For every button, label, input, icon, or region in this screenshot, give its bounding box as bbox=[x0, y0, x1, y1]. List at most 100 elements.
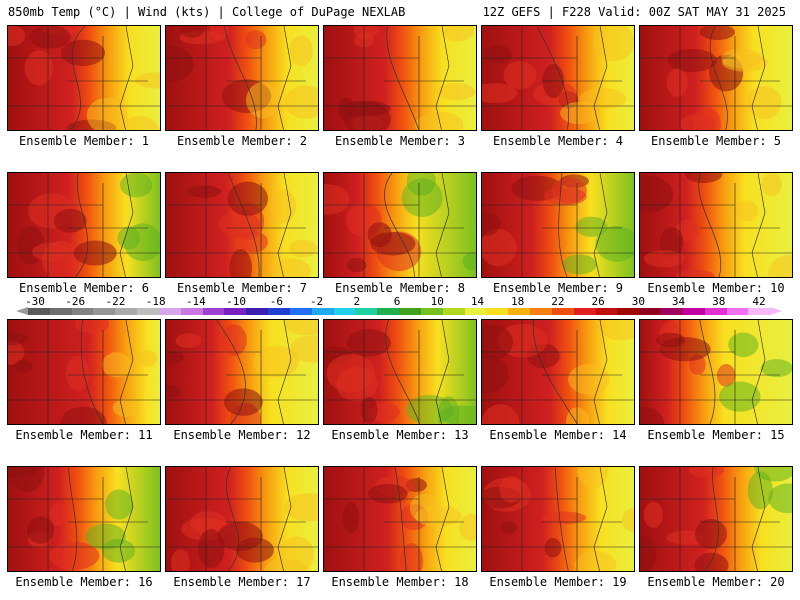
ensemble-member-label: Ensemble Member: 7 bbox=[176, 281, 308, 295]
colorbar-tick-label: -22 bbox=[105, 295, 126, 308]
colorbar-swatch bbox=[486, 308, 509, 315]
temperature-colorbar: -30 -26 -22 -18 -14 -10 -6 -2 2 6 10 14 18 22 26 30 34 38… bbox=[0, 296, 800, 320]
colorbar-tick-label: -6 bbox=[269, 295, 283, 308]
ensemble-member-label: Ensemble Member: 15 bbox=[647, 428, 785, 442]
ensemble-panel-4 bbox=[481, 25, 635, 131]
temperature-field-map bbox=[8, 467, 160, 571]
colorbar-swatch bbox=[551, 308, 574, 315]
ensemble-member-label: Ensemble Member: 6 bbox=[18, 281, 150, 295]
ensemble-panel-18 bbox=[323, 466, 477, 572]
ensemble-member-label: Ensemble Member: 16 bbox=[15, 575, 153, 589]
ensemble-member-label: Ensemble Member: 12 bbox=[173, 428, 311, 442]
ensemble-panel-1 bbox=[7, 25, 161, 131]
ensemble-panel-6 bbox=[7, 172, 161, 278]
colorbar-swatch bbox=[442, 308, 465, 315]
temperature-field-map bbox=[166, 173, 318, 277]
temperature-field-map bbox=[8, 173, 160, 277]
colorbar-tick-label: 14 bbox=[470, 295, 485, 308]
colorbar-swatch bbox=[420, 308, 443, 315]
ensemble-member-label: Ensemble Member: 19 bbox=[489, 575, 627, 589]
colorbar-swatch bbox=[726, 308, 749, 315]
colorbar-swatch bbox=[289, 308, 312, 315]
ensemble-panel-5 bbox=[639, 25, 793, 131]
colorbar-swatch bbox=[464, 308, 487, 315]
temperature-field-map bbox=[640, 320, 792, 424]
temperature-field-map bbox=[324, 467, 476, 571]
colorbar-swatch bbox=[682, 308, 705, 315]
temperature-field-map bbox=[482, 26, 634, 130]
ensemble-panel-9 bbox=[481, 172, 635, 278]
ensemble-member-label: Ensemble Member: 3 bbox=[334, 134, 466, 148]
ensemble-panel-7 bbox=[165, 172, 319, 278]
ensemble-panel-20 bbox=[639, 466, 793, 572]
colorbar-swatch bbox=[573, 308, 596, 315]
colorbar-swatch bbox=[158, 308, 181, 315]
temperature-field-map bbox=[640, 26, 792, 130]
temperature-field-map bbox=[166, 467, 318, 571]
colorbar-swatch bbox=[246, 308, 269, 315]
colorbar-tick-label: 6 bbox=[393, 295, 401, 308]
colorbar-swatch bbox=[202, 308, 225, 315]
colorbar-swatch bbox=[71, 308, 94, 315]
ensemble-panel-13 bbox=[323, 319, 477, 425]
temperature-field-map bbox=[166, 26, 318, 130]
ensemble-member-label: Ensemble Member: 13 bbox=[331, 428, 469, 442]
colorbar-tick-label: 2 bbox=[353, 295, 361, 308]
colorbar-tick-label: -10 bbox=[226, 295, 247, 308]
colorbar-min-arrow bbox=[16, 307, 28, 315]
colorbar-tick-label: 22 bbox=[551, 295, 565, 308]
colorbar-swatch bbox=[748, 308, 771, 315]
ensemble-member-label: Ensemble Member: 14 bbox=[489, 428, 627, 442]
colorbar-swatch bbox=[268, 308, 290, 315]
colorbar-tick-label: -14 bbox=[185, 295, 206, 308]
ensemble-panel-19 bbox=[481, 466, 635, 572]
colorbar-swatch bbox=[704, 308, 727, 315]
colorbar-swatch bbox=[311, 308, 334, 315]
colorbar-max-arrow bbox=[770, 307, 782, 315]
colorbar-tick-label: 26 bbox=[591, 295, 605, 308]
colorbar-swatch bbox=[639, 308, 662, 315]
ensemble-panel-17 bbox=[165, 466, 319, 572]
temperature-field-map bbox=[640, 173, 792, 277]
colorbar-swatches bbox=[28, 308, 771, 315]
ensemble-member-label: Ensemble Member: 9 bbox=[492, 281, 624, 295]
colorbar-tick-label: -2 bbox=[309, 295, 324, 308]
temperature-field-map bbox=[482, 173, 634, 277]
colorbar-swatch bbox=[115, 308, 138, 315]
ensemble-panel-8 bbox=[323, 172, 477, 278]
map-title: 850mb Temp (°C) | Wind (kts) | College o… bbox=[8, 5, 406, 19]
colorbar-tick-label: 10 bbox=[430, 295, 444, 308]
temperature-field-map bbox=[324, 320, 476, 424]
ensemble-member-label: Ensemble Member: 20 bbox=[647, 575, 785, 589]
ensemble-panel-2 bbox=[165, 25, 319, 131]
colorbar-swatch bbox=[377, 308, 400, 315]
colorbar-swatch bbox=[180, 308, 203, 315]
colorbar-tick-label: 18 bbox=[511, 295, 525, 308]
colorbar-tick-label: -18 bbox=[145, 295, 166, 308]
temperature-field-map bbox=[640, 467, 792, 571]
temperature-field-map bbox=[482, 467, 634, 571]
ensemble-panel-3 bbox=[323, 25, 477, 131]
ensemble-panel-12 bbox=[165, 319, 319, 425]
ensemble-member-label: Ensemble Member: 5 bbox=[650, 134, 782, 148]
ensemble-member-label: Ensemble Member: 4 bbox=[492, 134, 624, 148]
colorbar-swatch bbox=[28, 308, 50, 315]
colorbar-swatch bbox=[333, 308, 356, 315]
colorbar-swatch bbox=[508, 308, 531, 315]
colorbar-swatch bbox=[93, 308, 116, 315]
temperature-field-map bbox=[482, 320, 634, 424]
ensemble-member-label: Ensemble Member: 10 bbox=[647, 281, 785, 295]
temperature-field-map bbox=[166, 320, 318, 424]
colorbar-tick-label: -30 bbox=[25, 295, 45, 308]
colorbar-swatch bbox=[355, 308, 378, 315]
colorbar-tick-label: 30 bbox=[631, 295, 645, 308]
ensemble-panel-10 bbox=[639, 172, 793, 278]
colorbar-swatch bbox=[49, 308, 72, 315]
ensemble-panel-16 bbox=[7, 466, 161, 572]
ensemble-member-label: Ensemble Member: 18 bbox=[331, 575, 469, 589]
ensemble-panel-14 bbox=[481, 319, 635, 425]
colorbar-swatch bbox=[661, 308, 683, 315]
colorbar-tick-label: -26 bbox=[65, 295, 86, 308]
colorbar-swatch bbox=[137, 308, 159, 315]
ensemble-panel-15 bbox=[639, 319, 793, 425]
